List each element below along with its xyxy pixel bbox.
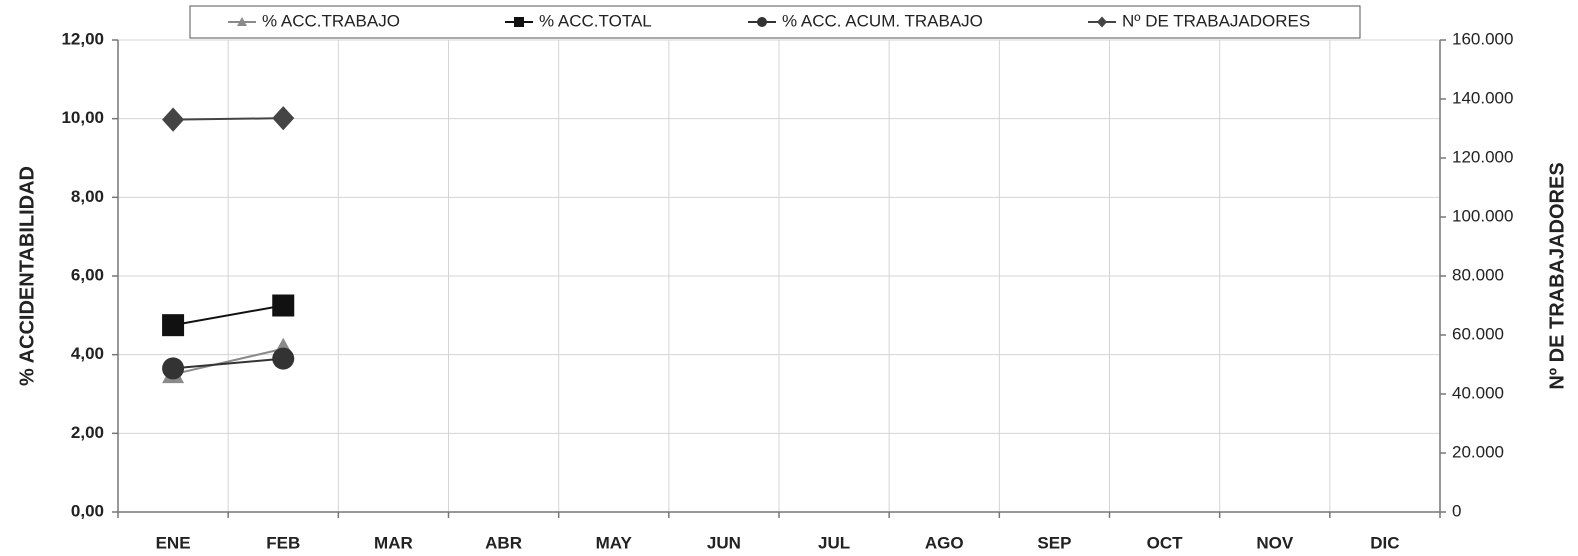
- series-line: [172, 304, 284, 327]
- y2-tick-label: 160.000: [1452, 29, 1513, 48]
- marker: [162, 107, 185, 132]
- x-tick-label: AGO: [925, 533, 964, 552]
- y-tick-label: 6,00: [71, 265, 104, 284]
- x-tick-label: ENE: [156, 533, 191, 552]
- series-line: [172, 357, 284, 370]
- series-line: [172, 347, 284, 376]
- legend-label: % ACC.TOTAL: [539, 11, 652, 30]
- x-tick-label: SEP: [1037, 533, 1071, 552]
- marker: [162, 357, 185, 380]
- legend-label: % ACC. ACUM. TRABAJO: [782, 11, 983, 30]
- marker: [272, 106, 295, 131]
- y-tick-label: 12,00: [61, 29, 104, 48]
- y2-tick-label: 0: [1452, 501, 1461, 520]
- y2-tick-label: 120.000: [1452, 147, 1513, 166]
- y-tick-label: 8,00: [71, 187, 104, 206]
- marker: [272, 294, 295, 317]
- y2-tick-label: 140.000: [1452, 88, 1513, 107]
- x-tick-label: NOV: [1256, 533, 1294, 552]
- x-tick-label: OCT: [1147, 533, 1184, 552]
- legend-label: Nº DE TRABAJADORES: [1122, 11, 1310, 30]
- marker: [237, 17, 247, 26]
- y-tick-label: 2,00: [71, 423, 104, 442]
- x-tick-label: JUN: [707, 533, 741, 552]
- marker: [757, 17, 767, 27]
- y-axis-title: % ACCIDENTABILIDAD: [16, 166, 38, 386]
- marker: [162, 314, 185, 337]
- y2-tick-label: 20.000: [1452, 442, 1504, 461]
- y2-tick-label: 100.000: [1452, 206, 1513, 225]
- y2-tick-label: 60.000: [1452, 324, 1504, 343]
- y-tick-label: 0,00: [71, 501, 104, 520]
- marker: [514, 17, 524, 27]
- x-tick-label: ABR: [485, 533, 522, 552]
- y2-tick-label: 80.000: [1452, 265, 1504, 284]
- marker: [1097, 16, 1107, 28]
- y2-axis-title: Nº DE TRABAJADORES: [1546, 162, 1568, 389]
- legend-label: % ACC.TRABAJO: [262, 11, 400, 30]
- x-tick-label: JUL: [818, 533, 850, 552]
- y2-tick-label: 40.000: [1452, 383, 1504, 402]
- x-tick-label: MAY: [596, 533, 633, 552]
- x-tick-label: FEB: [266, 533, 300, 552]
- marker: [272, 347, 295, 370]
- series-line: [173, 117, 284, 121]
- y-tick-label: 10,00: [61, 108, 104, 127]
- x-tick-label: MAR: [374, 533, 413, 552]
- y-tick-label: 4,00: [71, 344, 104, 363]
- x-tick-label: DIC: [1370, 533, 1399, 552]
